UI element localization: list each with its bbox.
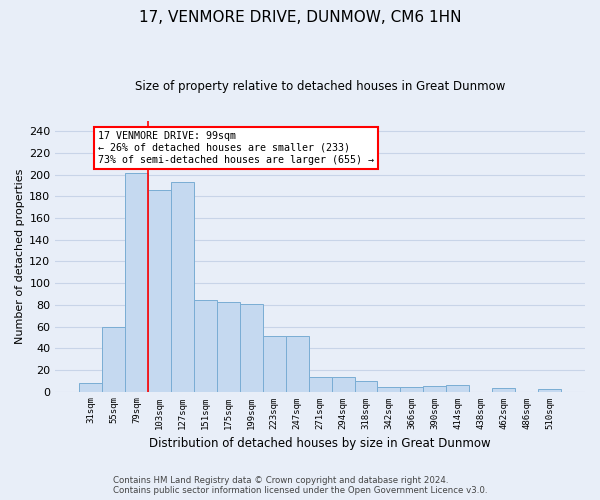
Bar [102, 326, 125, 392]
Bar [400, 387, 424, 392]
Bar [332, 378, 355, 392]
Bar [538, 390, 561, 392]
Bar [79, 383, 102, 392]
Bar [286, 336, 308, 392]
X-axis label: Distribution of detached houses by size in Great Dunmow: Distribution of detached houses by size … [149, 437, 491, 450]
Bar [424, 386, 446, 392]
Bar [446, 385, 469, 392]
Text: 17, VENMORE DRIVE, DUNMOW, CM6 1HN: 17, VENMORE DRIVE, DUNMOW, CM6 1HN [139, 10, 461, 25]
Bar [217, 302, 240, 392]
Bar [355, 380, 377, 392]
Bar [171, 182, 194, 392]
Bar [377, 387, 400, 392]
Bar [194, 300, 217, 392]
Text: 17 VENMORE DRIVE: 99sqm
← 26% of detached houses are smaller (233)
73% of semi-d: 17 VENMORE DRIVE: 99sqm ← 26% of detache… [98, 132, 374, 164]
Bar [125, 172, 148, 392]
Y-axis label: Number of detached properties: Number of detached properties [15, 168, 25, 344]
Bar [492, 388, 515, 392]
Bar [148, 190, 171, 392]
Bar [240, 304, 263, 392]
Bar [263, 336, 286, 392]
Bar [308, 378, 332, 392]
Title: Size of property relative to detached houses in Great Dunmow: Size of property relative to detached ho… [135, 80, 505, 93]
Text: Contains HM Land Registry data © Crown copyright and database right 2024.
Contai: Contains HM Land Registry data © Crown c… [113, 476, 487, 495]
